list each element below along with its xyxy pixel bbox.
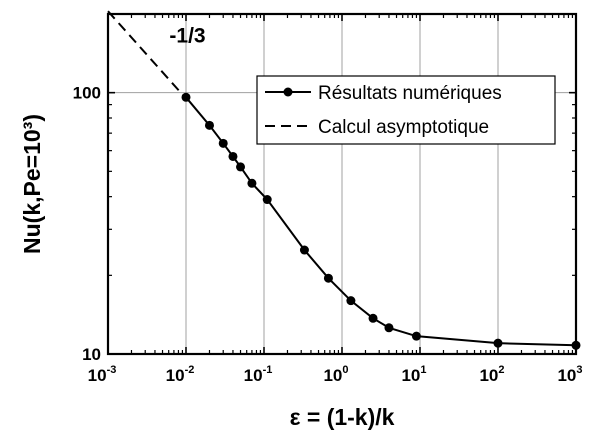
- x-tick-label: 10-1: [244, 364, 273, 385]
- legend-circle-marker: [283, 87, 293, 97]
- data-point: [323, 273, 333, 283]
- svg-text:10-1: 10-1: [244, 364, 273, 385]
- data-point: [571, 340, 581, 350]
- data-point: [493, 338, 503, 348]
- y-tick-labels: 10 100: [73, 84, 101, 364]
- x-tick-label: 10-3: [88, 364, 117, 385]
- x-tick-label: 10-2: [166, 364, 195, 385]
- y-tick-label: 10: [82, 345, 101, 364]
- data-point: [411, 331, 421, 341]
- x-tick-label: 103: [557, 364, 582, 385]
- data-markers: [181, 92, 581, 350]
- data-point: [236, 162, 246, 172]
- x-tick-labels: 10-3 10-2 10-1 100 101 102 103: [88, 364, 583, 385]
- data-point: [204, 120, 214, 130]
- svg-text:103: 103: [557, 364, 582, 385]
- data-point: [346, 296, 356, 306]
- data-point: [384, 323, 394, 333]
- grid-lines: [108, 14, 576, 354]
- x-tick-label: 100: [323, 364, 348, 385]
- svg-text:100: 100: [323, 364, 348, 385]
- data-point: [299, 245, 309, 255]
- x-axis-title: ε = (1-k)/k: [290, 404, 395, 430]
- data-point: [368, 313, 378, 323]
- legend: Résultats numériques Calcul asymptotique: [256, 75, 556, 145]
- y-tick-label: 100: [73, 84, 101, 103]
- svg-text:10-3: 10-3: [88, 364, 117, 385]
- svg-text:10-2: 10-2: [166, 364, 195, 385]
- data-point: [181, 92, 191, 102]
- y-axis-title: Nu(k,Pe=10³): [19, 114, 45, 254]
- legend-label-numerical: Résultats numériques: [318, 83, 502, 104]
- legend-label-asymptotic: Calcul asymptotique: [318, 117, 489, 138]
- data-point: [228, 151, 238, 161]
- x-tick-label: 101: [401, 364, 426, 385]
- series-line-1: [107, 10, 187, 100]
- legend-box: [256, 75, 556, 145]
- svg-text:101: 101: [401, 364, 426, 385]
- data-point: [218, 138, 228, 148]
- data-point: [262, 195, 272, 205]
- data-point: [247, 178, 257, 188]
- svg-text:102: 102: [479, 364, 504, 385]
- x-tick-label: 102: [479, 364, 504, 385]
- slope-annotation: -1/3: [169, 24, 205, 47]
